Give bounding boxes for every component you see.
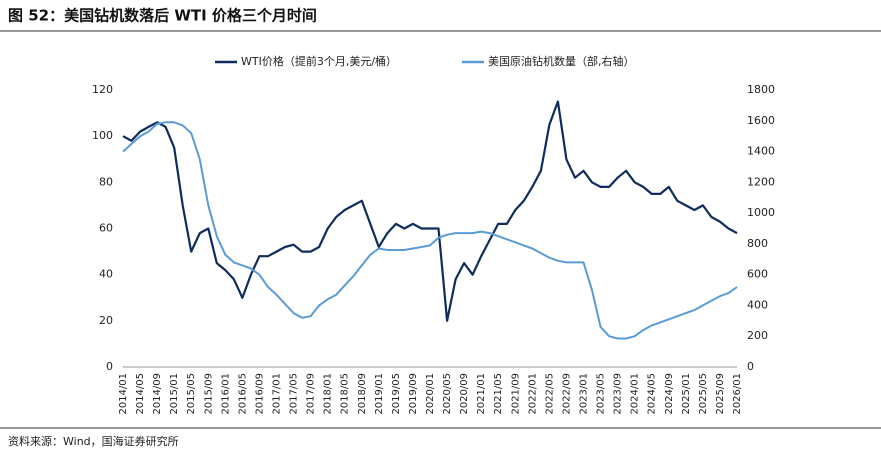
y2-tick-label: 1800: [747, 83, 775, 96]
x-tick-label: 2024/05: [647, 373, 658, 415]
x-tick-label: 2014/05: [135, 373, 146, 415]
series-line: [122, 100, 738, 322]
x-tick-label: 2014/09: [152, 373, 163, 415]
legend-label: WTI价格（提前3个月,美元/桶）: [241, 54, 397, 68]
y-tick-label: 20: [99, 314, 113, 327]
chart-title: 图 52：美国钻机数落后 WTI 价格三个月时间: [8, 7, 317, 25]
x-tick-label: 2015/01: [169, 373, 180, 415]
x-tick-label: 2024/01: [630, 373, 641, 415]
x-tick-label: 2017/09: [306, 373, 317, 415]
x-tick-label: 2022/09: [561, 373, 572, 415]
x-tick-label: 2017/05: [289, 373, 300, 415]
x-tick-label: 2020/09: [459, 373, 470, 415]
y2-tick-label: 0: [747, 360, 754, 373]
x-tick-label: 2018/09: [357, 373, 368, 415]
y-tick-label: 60: [99, 222, 113, 235]
y-tick-label: 120: [92, 83, 113, 96]
x-tick-label: 2022/01: [527, 373, 538, 415]
x-tick-label: 2025/01: [681, 373, 692, 415]
x-tick-label: 2020/01: [425, 373, 436, 415]
x-tick-label: 2015/05: [186, 373, 197, 415]
source-note: 资料来源：Wind，国海证券研究所: [8, 434, 179, 448]
y2-tick-label: 1400: [747, 145, 775, 158]
y2-tick-label: 800: [747, 237, 768, 250]
x-tick-label: 2019/01: [374, 373, 385, 415]
x-tick-label: 2023/09: [613, 373, 624, 415]
y2-tick-label: 1600: [747, 114, 775, 127]
y-tick-label: 0: [106, 360, 113, 373]
x-tick-label: 2018/05: [340, 373, 351, 415]
y-tick-label: 100: [92, 129, 113, 142]
x-tick-label: 2022/05: [544, 373, 555, 415]
x-tick-label: 2021/01: [476, 373, 487, 415]
x-tick-label: 2016/05: [237, 373, 248, 415]
y-tick-label: 40: [99, 268, 113, 281]
series-line: [122, 121, 738, 340]
x-tick-label: 2014/01: [118, 373, 129, 415]
x-tick-label: 2024/09: [664, 373, 675, 415]
x-tick-label: 2015/09: [203, 373, 214, 415]
legend-label: 美国原油钻机数量（部,右轴）: [488, 54, 635, 68]
x-tick-label: 2016/01: [220, 373, 231, 415]
y-tick-label: 80: [99, 175, 113, 188]
y2-tick-label: 200: [747, 329, 768, 342]
x-tick-label: 2025/09: [715, 373, 726, 415]
y2-tick-label: 600: [747, 268, 768, 281]
x-tick-label: 2016/09: [254, 373, 265, 415]
x-tick-label: 2017/01: [272, 373, 283, 415]
y2-tick-label: 400: [747, 298, 768, 311]
x-tick-label: 2025/05: [698, 373, 709, 415]
x-tick-label: 2023/01: [579, 373, 590, 415]
x-tick-label: 2023/05: [596, 373, 607, 415]
x-tick-label: 2019/09: [408, 373, 419, 415]
x-tick-label: 2018/01: [323, 373, 334, 415]
x-tick-label: 2019/05: [391, 373, 402, 415]
x-tick-label: 2021/05: [493, 373, 504, 415]
y2-tick-label: 1000: [747, 206, 775, 219]
x-tick-label: 2026/01: [732, 373, 743, 415]
x-tick-label: 2021/09: [510, 373, 521, 415]
x-tick-label: 2020/05: [442, 373, 453, 415]
y2-tick-label: 1200: [747, 175, 775, 188]
